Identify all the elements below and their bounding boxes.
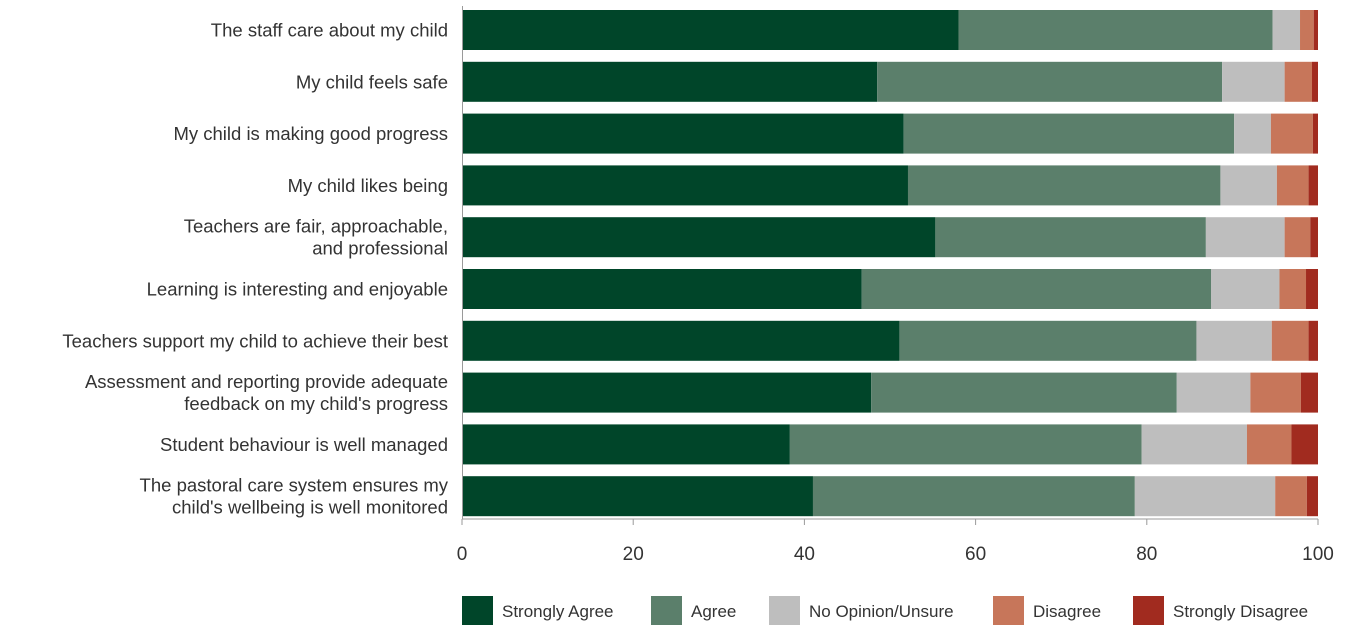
x-axis: 0 20 40 60 80 100: [457, 6, 1334, 565]
bar-disagree-4: [1276, 165, 1309, 206]
bar-strongly-disagree-1: [1313, 10, 1318, 50]
bar-no-opinion-unsure-2: [1222, 61, 1285, 102]
bar-disagree-9: [1246, 424, 1292, 465]
bar-agree-1: [958, 10, 1273, 50]
category-label-8-line-1: Assessment and reporting provide adequat…: [85, 371, 448, 392]
bar-agree-2: [877, 61, 1223, 102]
bars-layer: [462, 10, 1318, 517]
category-label-4: My child likes being: [288, 175, 448, 196]
bar-strongly-disagree-10: [1306, 476, 1318, 517]
bar-strongly-agree-2: [462, 61, 878, 102]
bar-agree-8: [871, 372, 1177, 413]
category-label-2: My child feels safe: [296, 71, 448, 92]
bar-no-opinion-unsure-1: [1272, 10, 1301, 50]
category-label-7: Teachers support my child to achieve the…: [62, 330, 448, 351]
category-label-10-line-2: child's wellbeing is well monitored: [172, 497, 448, 518]
category-label-5-line-2: and professional: [312, 238, 448, 259]
bar-disagree-5: [1284, 217, 1311, 258]
legend-swatch-strongly-disagree: [1133, 596, 1164, 625]
bar-disagree-10: [1275, 476, 1307, 517]
category-label-10-line-1: The pastoral care system ensures my: [140, 475, 449, 496]
category-label-1: The staff care about my child: [211, 20, 448, 41]
bar-agree-6: [861, 269, 1211, 309]
bar-disagree-2: [1284, 61, 1313, 102]
x-tick-label-0: 0: [457, 544, 468, 565]
category-label-5-line-1: Teachers are fair, approachable,: [184, 216, 448, 237]
legend-swatch-agree: [651, 596, 682, 625]
x-tick-label-40: 40: [794, 544, 815, 565]
category-label-3: My child is making good progress: [173, 123, 448, 144]
bar-strongly-disagree-5: [1310, 217, 1318, 258]
category-label-9: Student behaviour is well managed: [160, 434, 448, 455]
bar-no-opinion-unsure-8: [1176, 372, 1251, 413]
bar-agree-10: [812, 476, 1135, 517]
legend-label-strongly-agree: Strongly Agree: [502, 602, 614, 621]
legend-swatch-no-opinion-unsure: [769, 596, 800, 625]
bar-strongly-disagree-2: [1312, 61, 1318, 102]
bar-strongly-agree-5: [462, 217, 936, 258]
bar-strongly-agree-10: [462, 476, 813, 517]
bar-strongly-agree-3: [462, 113, 904, 154]
bar-agree-9: [789, 424, 1142, 465]
bar-agree-7: [899, 320, 1197, 361]
category-labels: The staff care about my child My child fe…: [62, 20, 448, 518]
bar-strongly-disagree-7: [1308, 320, 1318, 361]
bar-strongly-agree-6: [462, 269, 862, 309]
bar-no-opinion-unsure-5: [1205, 217, 1285, 258]
category-label-8-line-2: feedback on my child's progress: [184, 393, 448, 414]
bar-strongly-agree-7: [462, 320, 900, 361]
x-tick-label-20: 20: [623, 544, 644, 565]
bar-strongly-disagree-9: [1291, 424, 1318, 465]
bar-strongly-disagree-6: [1306, 269, 1318, 309]
x-tick-label-100: 100: [1302, 544, 1334, 565]
legend-label-strongly-disagree: Strongly Disagree: [1173, 602, 1308, 621]
x-tick-label-80: 80: [1136, 544, 1157, 565]
bar-strongly-disagree-8: [1300, 372, 1318, 413]
bar-strongly-agree-9: [462, 424, 790, 465]
legend-label-agree: Agree: [691, 602, 736, 621]
bar-strongly-agree-4: [462, 165, 908, 206]
legend: Strongly Agree Agree No Opinion/Unsure Disa…: [462, 596, 1308, 625]
bar-disagree-3: [1270, 113, 1313, 154]
legend-label-disagree: Disagree: [1033, 602, 1101, 621]
bar-disagree-1: [1300, 10, 1314, 50]
bar-no-opinion-unsure-10: [1134, 476, 1276, 517]
bar-disagree-8: [1250, 372, 1301, 413]
bar-strongly-agree-1: [462, 10, 959, 50]
bar-no-opinion-unsure-6: [1211, 269, 1280, 309]
bar-disagree-6: [1279, 269, 1307, 309]
bar-disagree-7: [1271, 320, 1309, 361]
legend-swatch-disagree: [993, 596, 1024, 625]
bar-agree-5: [935, 217, 1206, 258]
bar-no-opinion-unsure-3: [1234, 113, 1271, 154]
category-label-6: Learning is interesting and enjoyable: [147, 279, 448, 300]
bar-agree-3: [903, 113, 1235, 154]
bar-strongly-disagree-4: [1308, 165, 1318, 206]
x-tick-label-60: 60: [965, 544, 986, 565]
bar-agree-4: [907, 165, 1221, 206]
legend-label-no-opinion-unsure: No Opinion/Unsure: [809, 602, 954, 621]
bar-no-opinion-unsure-9: [1141, 424, 1247, 465]
bar-no-opinion-unsure-4: [1220, 165, 1277, 206]
legend-swatch-strongly-agree: [462, 596, 493, 625]
bar-strongly-disagree-3: [1312, 113, 1318, 154]
bar-strongly-agree-8: [462, 372, 872, 413]
bar-no-opinion-unsure-7: [1196, 320, 1272, 361]
